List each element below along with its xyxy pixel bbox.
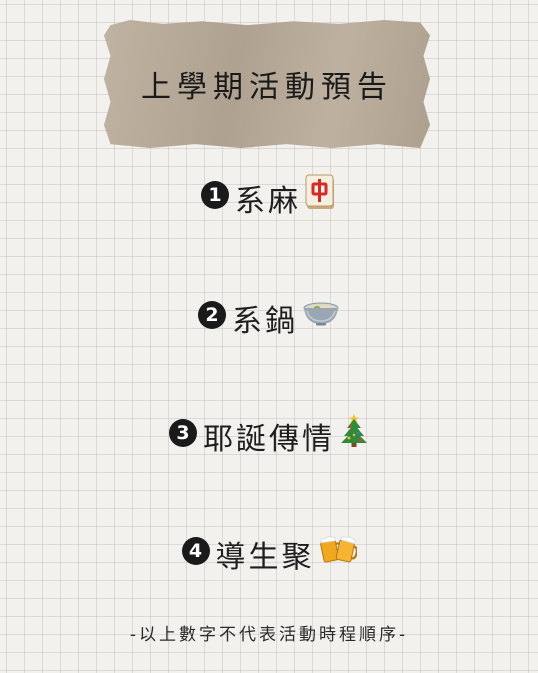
number-badge: 3 (169, 419, 197, 447)
hotpot-bowl-icon (302, 297, 340, 335)
number-badge: 4 (181, 537, 210, 565)
item-label: 耶誕傳情 (203, 422, 335, 457)
item-label: 系鍋 (232, 304, 298, 339)
page-title: 上學期活動預告 (141, 70, 393, 105)
item-label: 系麻 (235, 184, 301, 219)
footer-note: -以上數字不代表活動時程順序- (129, 625, 409, 645)
paper-tape-banner (104, 20, 430, 148)
number-badge: 2 (198, 301, 226, 329)
list-item-4: 4 導生聚 (0, 532, 538, 576)
beer-mugs-icon (319, 532, 358, 572)
list-item-1: 1 系麻 (0, 174, 538, 220)
mahjong-red-dragon-icon (305, 174, 337, 218)
number-badge: 1 (201, 181, 229, 209)
christmas-tree-icon (339, 413, 369, 455)
list-item-2: 2 系鍋 (0, 296, 538, 340)
list-item-3: 3 耶誕傳情 (0, 414, 538, 458)
item-label: 導生聚 (215, 540, 315, 575)
